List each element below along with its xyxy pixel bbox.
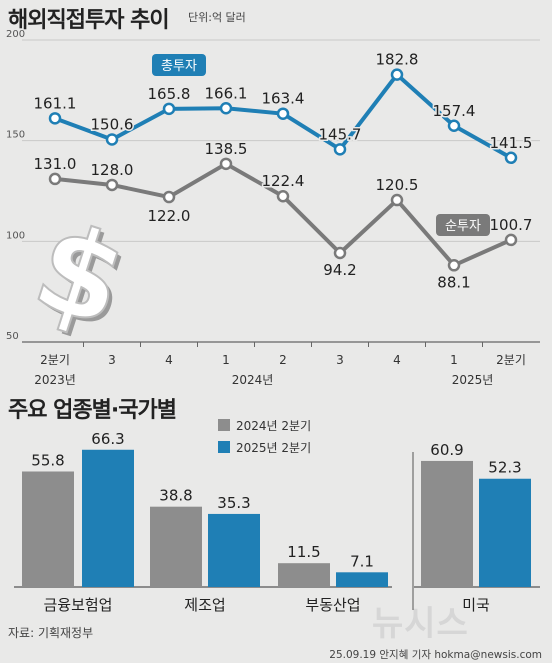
total-value-label: 165.8 [148, 85, 191, 103]
bar-2025 [208, 513, 260, 587]
total-point [162, 102, 176, 116]
x-tick-label: 3 [108, 353, 116, 367]
legend-label-2025: 2025년 2분기 [236, 440, 312, 455]
net-point [504, 233, 518, 247]
total-point [219, 102, 233, 115]
total-point [390, 68, 404, 81]
net-value-label: 128.0 [91, 161, 134, 179]
legend-item-2025: 2025년 2분기 [218, 436, 311, 458]
net-value-label: 138.5 [205, 140, 248, 158]
net-value-label: 94.2 [323, 261, 356, 279]
total-value-label: 145.7 [319, 125, 362, 143]
bar-2025-label: 52.3 [488, 459, 521, 477]
x-tick-label: 1 [450, 353, 458, 367]
net-value-label: 100.7 [490, 216, 533, 234]
total-value-label: 141.5 [490, 134, 533, 152]
x-tick-label: 3 [336, 353, 344, 367]
net-point [48, 172, 62, 186]
legend-swatch-2024 [218, 419, 230, 431]
total-series-badge-bg [152, 54, 206, 76]
bar-2025 [479, 478, 531, 587]
x-tick-label: 4 [165, 353, 173, 367]
net-value-label: 122.4 [262, 172, 305, 190]
net-series-badge: 순투자 [436, 214, 490, 236]
net-value-label: 122.0 [148, 207, 191, 225]
credit-line: 25.09.19 안지혜 기자 hokma@newsis.com [329, 649, 542, 661]
bar-2024 [150, 506, 202, 587]
unit-label: 단위:억 달러 [188, 11, 246, 24]
x-tick-label: 1 [222, 353, 230, 367]
total-value-label: 166.1 [205, 84, 248, 102]
total-value-label: 161.1 [34, 94, 77, 112]
y-tick-label: 50 [6, 331, 19, 342]
bar-2025-label: 7.1 [350, 552, 374, 570]
y-tick-label: 100 [6, 230, 25, 241]
total-point [504, 151, 518, 165]
legend-swatch-2025 [218, 441, 230, 453]
total-value-label: 157.4 [433, 102, 476, 120]
y-tick-label: 200 [6, 29, 25, 40]
section-title: 주요 업종별·국가별 [8, 398, 177, 423]
source-note: 자료: 기획재정부 [8, 626, 94, 640]
net-point [447, 259, 461, 272]
net-point [219, 157, 233, 171]
bar-2025-label: 35.3 [217, 494, 250, 512]
legend-label-2024: 2024년 2분기 [236, 418, 312, 433]
dollar-glyph: $ [19, 197, 141, 355]
total-point [447, 119, 461, 133]
year-label: 2024년 [232, 373, 274, 387]
legend-item-2024: 2024년 2분기 [218, 414, 311, 436]
bar-2024 [278, 563, 330, 587]
net-point [276, 189, 290, 203]
total-point [105, 133, 119, 146]
category-label: 제조업 [184, 596, 225, 614]
category-label: 금융보험업 [43, 596, 112, 614]
net-value-label: 120.5 [376, 176, 419, 194]
chart-title: 해외직접투자 추이 [8, 8, 170, 33]
bar-2025-label: 66.3 [91, 430, 124, 448]
total-series-badge: 총투자 [152, 54, 206, 76]
total-point [333, 143, 347, 156]
net-point [390, 193, 404, 207]
bar-2025 [82, 449, 134, 587]
x-tick-label: 2분기 [40, 353, 70, 367]
total-series-badge-text: 총투자 [161, 59, 197, 74]
bar-2024-label: 60.9 [430, 441, 463, 459]
net-point [333, 246, 347, 260]
dollar-icon: $$ [18, 196, 145, 359]
bar-2025 [336, 572, 388, 587]
x-tick-label: 2분기 [496, 353, 526, 367]
year-label: 2025년 [452, 373, 494, 387]
net-series-badge-bg [436, 214, 490, 236]
bar-2024-label: 38.8 [159, 487, 192, 505]
x-tick-label: 2 [279, 353, 287, 367]
newsis-logo: 뉴시스 [372, 604, 469, 644]
net-point [162, 190, 176, 204]
bar-2024-label: 11.5 [287, 543, 320, 561]
net-point [105, 178, 119, 192]
net-value-label: 131.0 [34, 155, 77, 173]
bar-2024 [421, 460, 473, 587]
legend: 2024년 2분기 2025년 2분기 [218, 414, 311, 458]
year-label: 2023년 [34, 373, 76, 387]
x-tick-label: 4 [393, 353, 401, 367]
category-label: 부동산업 [305, 596, 360, 614]
total-point [48, 112, 62, 125]
net-series-badge-text: 순투자 [445, 219, 481, 234]
bar-2024-label: 55.8 [31, 451, 64, 469]
total-point [276, 107, 290, 120]
total-value-label: 150.6 [91, 115, 134, 133]
total-value-label: 182.8 [376, 51, 419, 69]
total-value-label: 163.4 [262, 90, 305, 108]
net-value-label: 88.1 [437, 273, 470, 291]
y-tick-label: 150 [6, 130, 25, 141]
bar-2024 [22, 471, 74, 587]
